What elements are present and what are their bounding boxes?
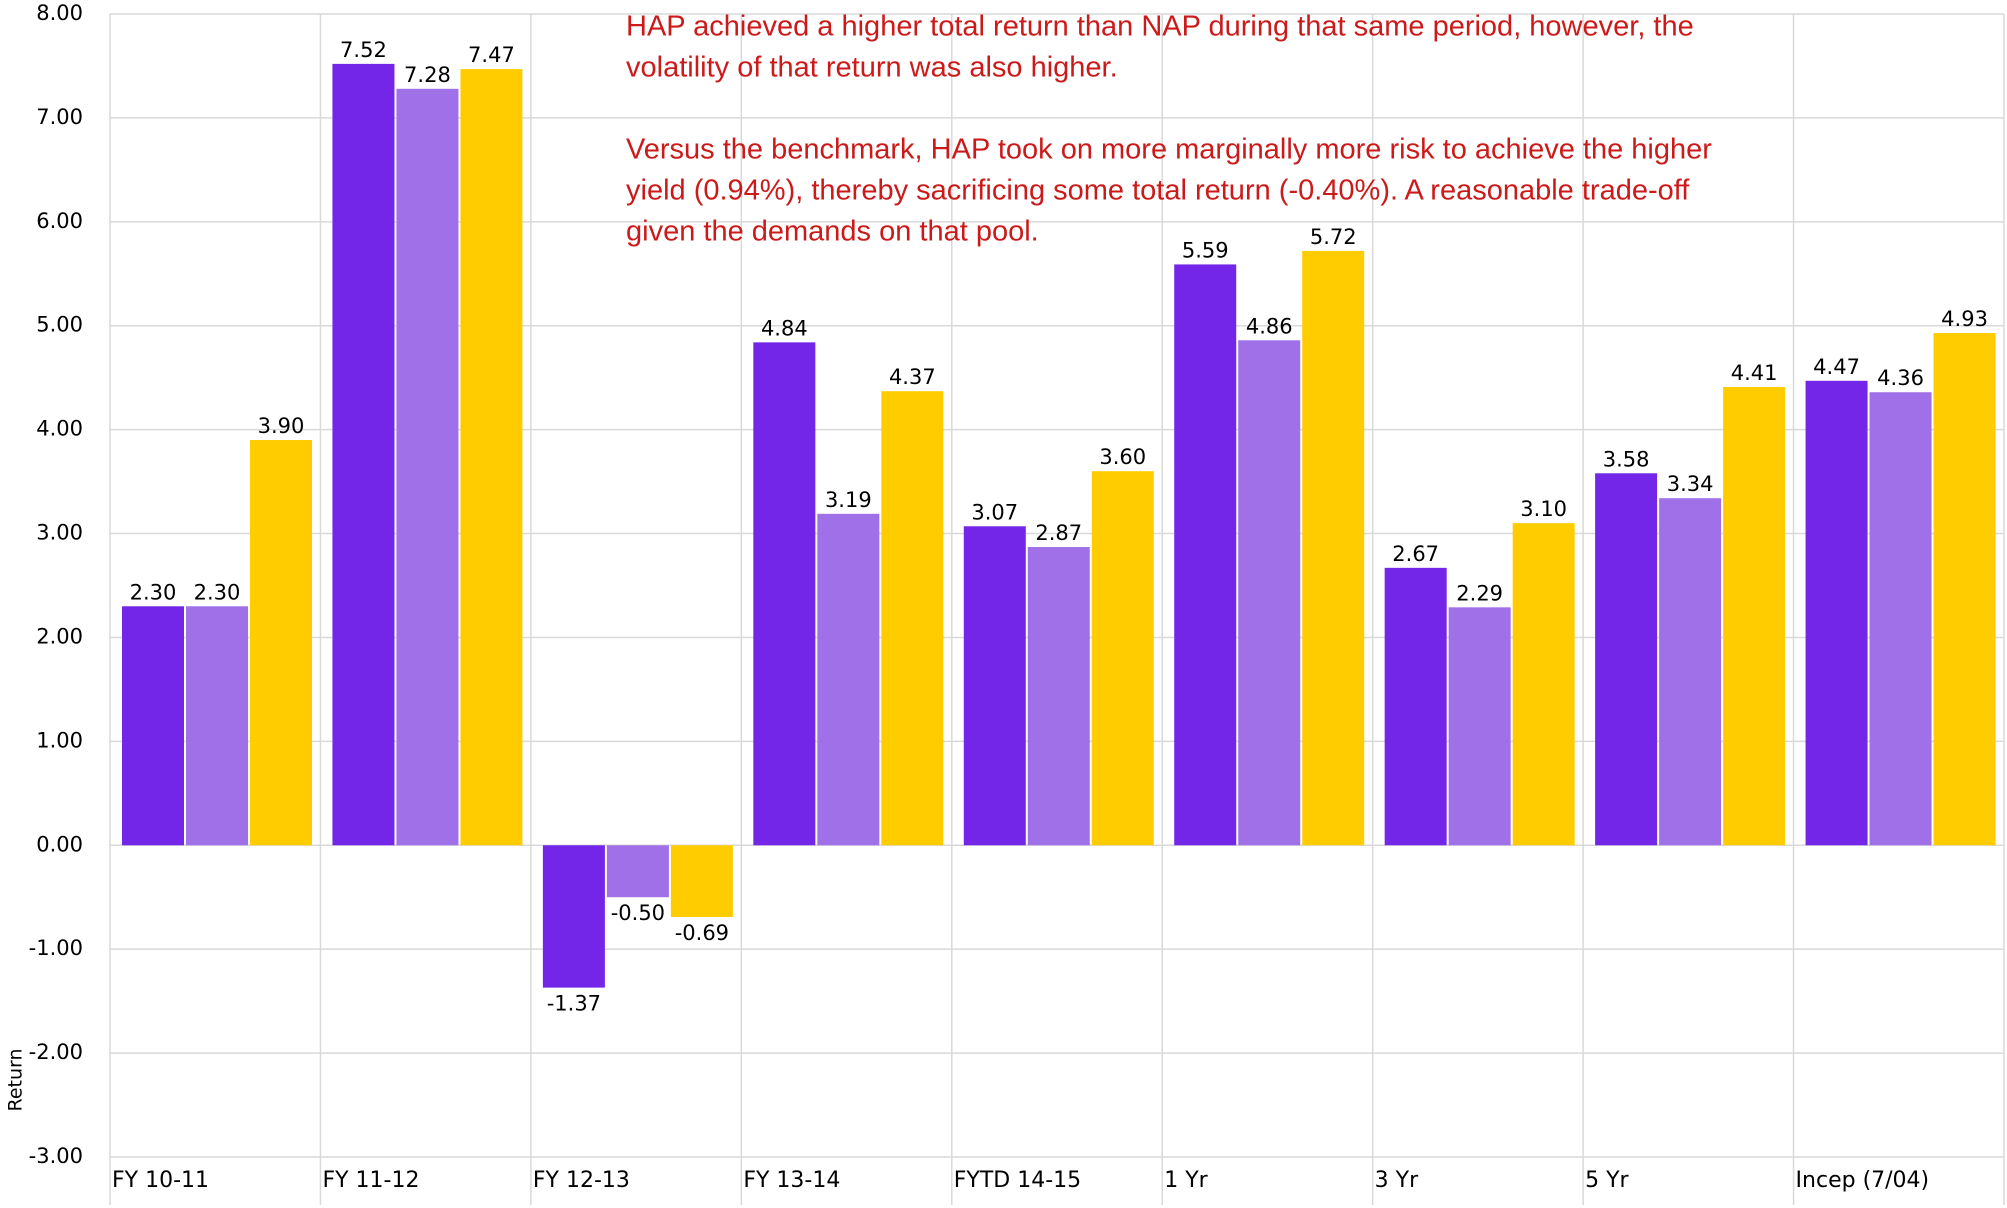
x-tick-label: 1 Yr: [1164, 1168, 1208, 1193]
y-tick-label: 1.00: [36, 728, 83, 752]
bar: [817, 513, 880, 846]
bar: [542, 845, 605, 988]
x-tick-label: FY 10-11: [112, 1168, 209, 1193]
bar: [122, 606, 184, 846]
value-label: 2.30: [130, 580, 177, 604]
bar: [1448, 607, 1511, 846]
value-label: 4.37: [889, 365, 936, 389]
bar: [1659, 498, 1722, 846]
value-label: -1.37: [547, 992, 601, 1016]
x-tick-label: FY 13-14: [743, 1168, 840, 1193]
y-tick-label: 2.00: [36, 624, 83, 648]
value-label: 3.10: [1520, 497, 1567, 521]
value-label: 3.19: [825, 488, 872, 512]
y-tick-label: -1.00: [29, 936, 83, 960]
bar: [460, 69, 523, 846]
bar: [606, 845, 669, 898]
bar: [753, 342, 816, 846]
y-tick-label: 3.00: [36, 521, 83, 545]
value-label: 3.07: [971, 500, 1018, 524]
bar: [1027, 547, 1090, 846]
value-label: 4.47: [1813, 355, 1860, 379]
value-label: 2.87: [1035, 521, 1082, 545]
value-label: 4.86: [1246, 314, 1293, 338]
y-tick-label: 8.00: [36, 1, 83, 25]
value-label: 4.84: [761, 316, 808, 340]
bar: [1723, 387, 1786, 846]
x-tick-label: 3 Yr: [1375, 1168, 1419, 1193]
value-label: 5.59: [1182, 238, 1229, 262]
value-label: 7.52: [340, 38, 387, 62]
y-tick-label: -3.00: [29, 1144, 83, 1168]
bar: [1512, 523, 1575, 846]
value-label: 3.60: [1099, 445, 1146, 469]
y-tick-label: 6.00: [36, 209, 83, 233]
bar: [1174, 264, 1237, 846]
x-tick-label: FY 12-13: [533, 1168, 630, 1193]
bar: [1805, 380, 1868, 846]
x-tick-label: FYTD 14-15: [954, 1168, 1081, 1193]
bar: [1595, 473, 1658, 846]
annotation: volatility of that return was also highe…: [626, 52, 1118, 84]
bar: [1869, 392, 1932, 846]
value-label: -0.69: [675, 921, 729, 945]
x-tick-label: FY 11-12: [322, 1168, 419, 1193]
bar: [1933, 333, 1996, 846]
annotation: given the demands on that pool.: [626, 216, 1039, 248]
value-label: 2.67: [1392, 542, 1439, 566]
value-label: 4.36: [1877, 366, 1924, 390]
bar: [963, 526, 1026, 846]
y-tick-label: 5.00: [36, 313, 83, 337]
value-label: 2.29: [1456, 581, 1503, 605]
value-label: 7.28: [404, 63, 451, 87]
y-tick-label: 7.00: [36, 105, 83, 129]
bar: [1384, 567, 1447, 846]
value-label: 3.58: [1603, 447, 1650, 471]
value-label: 2.30: [194, 580, 241, 604]
bar: [670, 845, 733, 917]
y-tick-label: 0.00: [36, 832, 83, 856]
value-label: 4.41: [1731, 361, 1778, 385]
value-label: 5.72: [1310, 225, 1357, 249]
bar: [250, 440, 312, 846]
value-label: 3.90: [258, 414, 305, 438]
bar: [881, 391, 944, 846]
y-tick-label: -2.00: [29, 1040, 83, 1064]
bar: [332, 63, 395, 846]
x-tick-label: Incep (7/04): [1796, 1168, 1930, 1193]
bar: [1238, 340, 1301, 846]
value-label: 7.47: [468, 43, 515, 67]
value-label: 4.93: [1941, 307, 1988, 331]
annotation: HAP achieved a higher total return than …: [626, 11, 1694, 43]
y-tick-label: 4.00: [36, 417, 83, 441]
annotation: Versus the benchmark, HAP took on more m…: [626, 134, 1712, 166]
x-tick-label: 5 Yr: [1585, 1168, 1629, 1193]
bar: [396, 88, 459, 846]
bar: [186, 606, 248, 846]
bar: [1302, 250, 1365, 846]
value-label: 3.34: [1667, 472, 1714, 496]
annotation: yield (0.94%), thereby sacrificing some …: [626, 175, 1690, 207]
value-label: -0.50: [611, 901, 665, 925]
bar: [1091, 471, 1154, 846]
y-axis-label: Return: [5, 1048, 27, 1111]
